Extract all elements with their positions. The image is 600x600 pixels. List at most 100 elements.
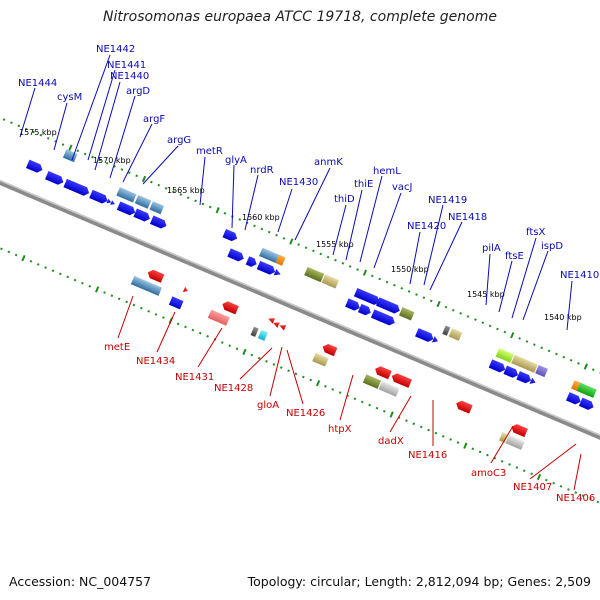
label-NE1426: NE1426 bbox=[286, 408, 325, 419]
gene-NE1434-2[interactable] bbox=[168, 296, 184, 310]
leader-line bbox=[269, 346, 283, 397]
gene-pilA[interactable] bbox=[495, 348, 514, 363]
gene-ftsE[interactable] bbox=[511, 354, 538, 373]
major-tick bbox=[436, 300, 441, 308]
gene-NE1416-2[interactable] bbox=[378, 381, 400, 397]
gene-metR-b[interactable] bbox=[149, 215, 168, 231]
minor-tick bbox=[562, 355, 566, 359]
gene-NE1416[interactable] bbox=[362, 374, 382, 389]
gene-NE1410-4[interactable] bbox=[578, 397, 595, 412]
gene-argG-2[interactable] bbox=[116, 201, 137, 216]
gene-vacJ-a[interactable] bbox=[357, 303, 373, 317]
gene-vacJ[interactable] bbox=[370, 309, 397, 327]
leader-line bbox=[117, 295, 134, 339]
gene-nrdR-2[interactable] bbox=[273, 268, 282, 278]
gene-metR-c[interactable] bbox=[222, 228, 238, 243]
gene-glyA[interactable] bbox=[259, 247, 280, 264]
minor-tick bbox=[547, 349, 551, 353]
gene-NE1442[interactable] bbox=[45, 171, 65, 186]
gene-glyA-2[interactable] bbox=[275, 254, 286, 266]
gene-NE1444[interactable] bbox=[25, 159, 44, 175]
gene-NE1426-2[interactable] bbox=[278, 323, 287, 331]
minor-tick bbox=[422, 296, 426, 300]
gene-metE-2[interactable] bbox=[130, 275, 163, 296]
gene-NE1431-2[interactable] bbox=[207, 309, 230, 326]
minor-tick bbox=[287, 369, 290, 372]
leader-line bbox=[389, 395, 412, 433]
minor-tick bbox=[500, 460, 504, 463]
gene-ftsX[interactable] bbox=[535, 364, 548, 378]
major-tick bbox=[583, 363, 588, 370]
kbp-label: 1555 kbp bbox=[316, 240, 354, 249]
gene-hemL-2[interactable] bbox=[345, 298, 361, 312]
leader-line bbox=[373, 192, 402, 269]
minor-tick bbox=[412, 422, 416, 426]
gene-argF[interactable] bbox=[134, 194, 152, 209]
minor-tick bbox=[474, 318, 477, 321]
gene-htpX[interactable] bbox=[321, 342, 338, 357]
gene-NE1418[interactable] bbox=[448, 328, 463, 341]
gene-NE1440[interactable] bbox=[89, 189, 109, 205]
gene-dadX-2[interactable] bbox=[390, 372, 412, 388]
gene-gloA-2[interactable] bbox=[272, 320, 280, 328]
gene-nrdR[interactable] bbox=[256, 260, 277, 276]
minor-tick bbox=[297, 243, 300, 246]
gene-NE1419[interactable] bbox=[442, 325, 451, 336]
minor-tick bbox=[172, 190, 175, 193]
gene-NE1410[interactable] bbox=[576, 382, 597, 398]
gene-ispD-c[interactable] bbox=[529, 377, 537, 385]
gene-ispD[interactable] bbox=[516, 371, 532, 385]
genome-summary-text: Topology: circular; Length: 2,812,094 bp… bbox=[247, 574, 591, 589]
major-tick bbox=[95, 286, 100, 293]
gene-amoC3[interactable] bbox=[454, 399, 473, 414]
minor-tick bbox=[59, 272, 62, 276]
gene-thiD[interactable] bbox=[375, 297, 402, 315]
gene-NE1431[interactable] bbox=[221, 300, 239, 315]
gene-NE1426[interactable] bbox=[257, 329, 268, 341]
gene-hemL[interactable] bbox=[398, 307, 415, 321]
minor-tick bbox=[478, 450, 482, 454]
gene-argD-small-2[interactable] bbox=[110, 200, 116, 206]
gene-anmK-2[interactable] bbox=[245, 256, 259, 268]
forward-labels: NE1444 NE1442 NE1441 NE1440 cysM argD ar… bbox=[18, 44, 599, 331]
gene-NE1406[interactable] bbox=[499, 432, 509, 443]
minor-tick bbox=[419, 425, 423, 429]
gene-metR-a[interactable] bbox=[133, 208, 151, 224]
gene-anmK[interactable] bbox=[321, 274, 339, 289]
gene-ispD-a[interactable] bbox=[488, 359, 507, 374]
kbp-label: 1540 kbp bbox=[544, 313, 582, 322]
minor-tick bbox=[76, 149, 80, 153]
gene-metE[interactable] bbox=[146, 268, 165, 283]
gene-NE1406-2[interactable] bbox=[505, 434, 525, 450]
gene-NE1430[interactable] bbox=[304, 266, 325, 283]
gene-cysM[interactable] bbox=[62, 149, 78, 163]
gene-htpX-2[interactable] bbox=[312, 352, 329, 367]
label-NE1440: NE1440 bbox=[110, 71, 149, 82]
gene-metR[interactable] bbox=[227, 248, 245, 263]
minor-tick bbox=[434, 431, 438, 435]
gene-gloA[interactable] bbox=[267, 316, 276, 324]
minor-tick bbox=[186, 196, 190, 200]
minor-tick bbox=[407, 290, 411, 293]
gene-NE1410-2[interactable] bbox=[571, 380, 581, 391]
leader-line bbox=[53, 102, 68, 151]
gene-argD[interactable] bbox=[116, 187, 137, 203]
minor-tick bbox=[279, 366, 283, 369]
gene-argD-small[interactable] bbox=[106, 198, 113, 205]
gene-NE1434[interactable] bbox=[182, 286, 189, 294]
gene-NE1407[interactable] bbox=[510, 423, 528, 438]
gene-NE1441[interactable] bbox=[63, 178, 90, 197]
gene-NE1420-2[interactable] bbox=[432, 336, 439, 344]
gene-NE1420[interactable] bbox=[415, 328, 435, 343]
minor-tick bbox=[591, 368, 595, 371]
gene-dadX[interactable] bbox=[373, 365, 392, 380]
gene-argG[interactable] bbox=[149, 201, 165, 215]
minor-tick bbox=[150, 180, 153, 184]
leader-line bbox=[429, 221, 463, 291]
minor-tick bbox=[324, 385, 327, 388]
gene-thiE[interactable] bbox=[353, 287, 381, 306]
gene-NE1410-3[interactable] bbox=[566, 392, 582, 406]
gene-ispD-b[interactable] bbox=[503, 365, 519, 380]
minor-tick bbox=[378, 277, 381, 281]
gene-NE1428[interactable] bbox=[250, 326, 259, 337]
